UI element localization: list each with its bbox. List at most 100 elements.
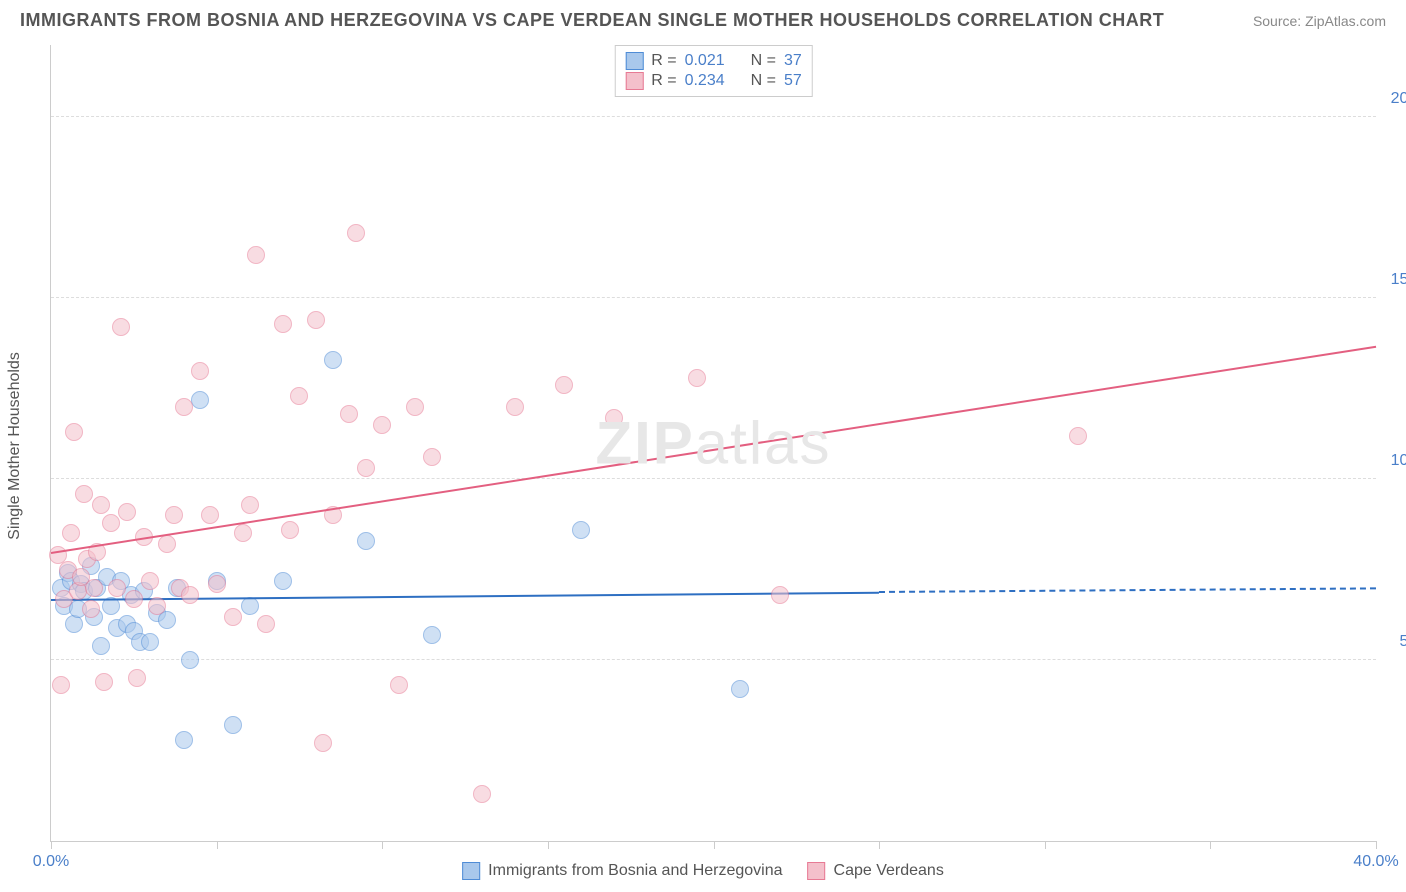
n-label-0: N = [751, 52, 776, 70]
scatter-point-capeverde [62, 524, 80, 542]
scatter-point-capeverde [1069, 427, 1087, 445]
legend-item-1: Cape Verdeans [808, 862, 944, 880]
scatter-point-capeverde [373, 416, 391, 434]
gridline [51, 478, 1376, 479]
xtick [1210, 841, 1211, 849]
scatter-point-capeverde [274, 315, 292, 333]
scatter-point-capeverde [165, 506, 183, 524]
xtick [217, 841, 218, 849]
scatter-point-bosnia [141, 633, 159, 651]
scatter-point-capeverde [347, 224, 365, 242]
n-value-0: 37 [784, 52, 802, 70]
xtick [1045, 841, 1046, 849]
scatter-point-capeverde [257, 615, 275, 633]
chart-title: IMMIGRANTS FROM BOSNIA AND HERZEGOVINA V… [20, 10, 1164, 31]
scatter-point-capeverde [95, 673, 113, 691]
scatter-point-capeverde [82, 600, 100, 618]
scatter-point-capeverde [605, 409, 623, 427]
legend-item-0: Immigrants from Bosnia and Herzegovina [462, 862, 782, 880]
scatter-point-capeverde [108, 579, 126, 597]
scatter-point-capeverde [125, 590, 143, 608]
scatter-point-capeverde [473, 785, 491, 803]
scatter-point-capeverde [201, 506, 219, 524]
legend-label-1: Cape Verdeans [834, 862, 944, 880]
scatter-point-bosnia [274, 572, 292, 590]
scatter-point-capeverde [208, 575, 226, 593]
legend-swatch-1 [625, 72, 643, 90]
ytick-label: 5.0% [1381, 633, 1406, 651]
trend-line-dash-bosnia [879, 588, 1376, 594]
trend-line-capeverde [51, 345, 1376, 553]
ytick-label: 20.0% [1381, 90, 1406, 108]
scatter-point-capeverde [247, 246, 265, 264]
scatter-point-capeverde [234, 524, 252, 542]
scatter-point-bosnia [731, 680, 749, 698]
title-bar: IMMIGRANTS FROM BOSNIA AND HERZEGOVINA V… [20, 10, 1386, 31]
scatter-point-capeverde [181, 586, 199, 604]
scatter-point-capeverde [506, 398, 524, 416]
watermark: ZIPatlas [595, 409, 831, 478]
ytick-label: 10.0% [1381, 452, 1406, 470]
scatter-point-bosnia [92, 637, 110, 655]
scatter-point-capeverde [148, 597, 166, 615]
scatter-point-bosnia [324, 351, 342, 369]
scatter-point-capeverde [92, 496, 110, 514]
scatter-point-capeverde [141, 572, 159, 590]
scatter-point-capeverde [555, 376, 573, 394]
scatter-point-capeverde [281, 521, 299, 539]
xtick [51, 841, 52, 849]
scatter-point-capeverde [688, 369, 706, 387]
source-label: Source: ZipAtlas.com [1253, 13, 1386, 29]
legend-label-0: Immigrants from Bosnia and Herzegovina [488, 862, 782, 880]
scatter-point-capeverde [128, 669, 146, 687]
scatter-point-capeverde [191, 362, 209, 380]
scatter-point-capeverde [290, 387, 308, 405]
scatter-point-bosnia [175, 731, 193, 749]
gridline [51, 659, 1376, 660]
scatter-point-capeverde [85, 579, 103, 597]
scatter-point-capeverde [112, 318, 130, 336]
legend-stats: R = 0.021 N = 37 R = 0.234 N = 57 [614, 45, 813, 97]
scatter-point-bosnia [572, 521, 590, 539]
r-label-1: R = [651, 72, 676, 90]
scatter-point-capeverde [390, 676, 408, 694]
legend-swatch-0 [625, 52, 643, 70]
gridline [51, 297, 1376, 298]
scatter-point-capeverde [241, 496, 259, 514]
scatter-point-bosnia [191, 391, 209, 409]
r-label-0: R = [651, 52, 676, 70]
gridline [51, 116, 1376, 117]
xtick [548, 841, 549, 849]
scatter-point-bosnia [423, 626, 441, 644]
scatter-point-bosnia [224, 716, 242, 734]
scatter-point-capeverde [118, 503, 136, 521]
scatter-point-capeverde [75, 485, 93, 503]
scatter-point-capeverde [175, 398, 193, 416]
xtick [879, 841, 880, 849]
scatter-point-capeverde [158, 535, 176, 553]
legend-swatch-b0 [462, 862, 480, 880]
legend-series: Immigrants from Bosnia and Herzegovina C… [462, 862, 944, 880]
scatter-point-capeverde [340, 405, 358, 423]
scatter-point-capeverde [314, 734, 332, 752]
y-axis-label: Single Mother Households [6, 352, 24, 540]
scatter-point-capeverde [307, 311, 325, 329]
xtick [1376, 841, 1377, 849]
scatter-point-capeverde [52, 676, 70, 694]
scatter-point-capeverde [406, 398, 424, 416]
scatter-point-capeverde [224, 608, 242, 626]
plot-area: ZIPatlas R = 0.021 N = 37 R = 0.234 N = … [50, 45, 1376, 842]
scatter-point-capeverde [65, 423, 83, 441]
xtick [714, 841, 715, 849]
n-label-1: N = [751, 72, 776, 90]
scatter-point-capeverde [357, 459, 375, 477]
scatter-point-bosnia [357, 532, 375, 550]
n-value-1: 57 [784, 72, 802, 90]
r-value-0: 0.021 [685, 52, 725, 70]
xtick-label: 0.0% [33, 853, 69, 871]
xtick-label: 40.0% [1353, 853, 1398, 871]
xtick [382, 841, 383, 849]
legend-swatch-b1 [808, 862, 826, 880]
chart-container: IMMIGRANTS FROM BOSNIA AND HERZEGOVINA V… [0, 0, 1406, 892]
scatter-point-capeverde [423, 448, 441, 466]
